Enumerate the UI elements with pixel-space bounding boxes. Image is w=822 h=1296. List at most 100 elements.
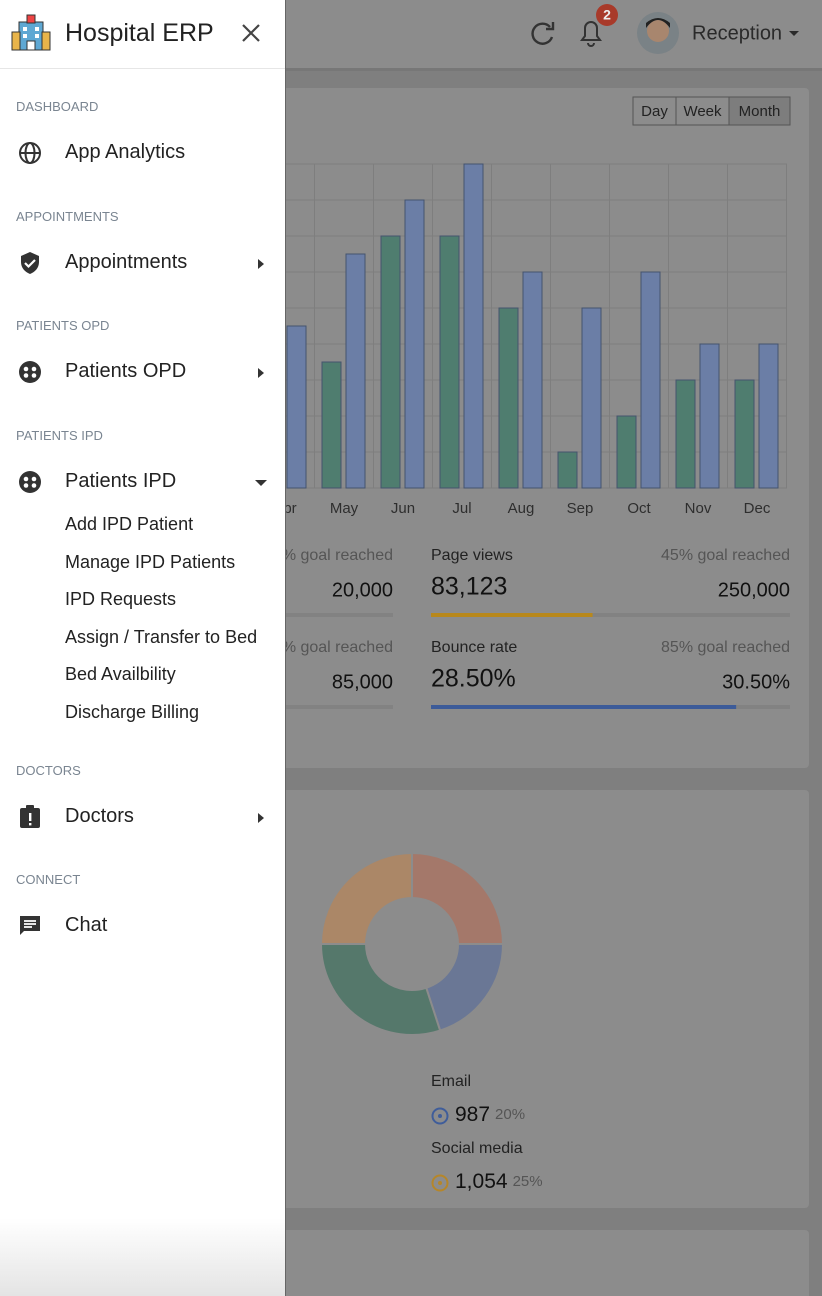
- menu-item[interactable]: Chat: [65, 914, 108, 936]
- submenu-item[interactable]: Manage IPD Patients: [65, 551, 236, 572]
- range-button[interactable]: [728, 96, 791, 126]
- icon: [19, 471, 41, 493]
- section-heading: CONNECT: [16, 872, 81, 887]
- caret: [258, 813, 264, 823]
- bar: [522, 271, 543, 489]
- user-caret: [789, 31, 799, 36]
- bar: [734, 379, 755, 489]
- close-button[interactable]: [241, 23, 261, 43]
- menu-item[interactable]: Patients OPD: [65, 360, 187, 382]
- bar: [404, 199, 425, 489]
- menu-caret: [255, 811, 267, 829]
- goal-text: 45% goal reached: [661, 547, 790, 564]
- menu-caret: [255, 257, 267, 275]
- stat-label: Bounce rate: [431, 639, 517, 656]
- x-tick-label: May: [330, 500, 359, 517]
- source-icon: [431, 1174, 449, 1192]
- goal-text: % goal reached: [282, 639, 393, 656]
- bar: [321, 361, 342, 489]
- bar: [380, 235, 401, 489]
- goal-text: % goal reached: [282, 547, 393, 564]
- source-name: Email: [431, 1073, 471, 1090]
- badge-count: 2: [603, 7, 611, 23]
- donut-segment: [319, 943, 442, 1036]
- source-value: 1,054 25%: [455, 1170, 543, 1193]
- caret: [255, 480, 267, 486]
- goal-value: 30.50%: [722, 671, 790, 693]
- menu-icon: [18, 360, 44, 391]
- caret: [258, 259, 264, 269]
- source-icon-dot: [438, 1181, 442, 1185]
- icon: [19, 142, 41, 164]
- x-tick-label: Aug: [508, 500, 535, 517]
- section-heading: PATIENTS OPD: [16, 318, 110, 333]
- progress-bar: [431, 705, 737, 709]
- bar: [699, 343, 720, 489]
- section-heading: APPOINTMENTS: [16, 209, 119, 224]
- menu-item[interactable]: Patients IPD: [65, 470, 177, 492]
- submenu-item[interactable]: Bed Availbility: [65, 664, 176, 684]
- icon: [21, 252, 39, 274]
- card: [262, 1230, 809, 1296]
- source-name: Social media: [431, 1140, 523, 1157]
- menu-item[interactable]: App Analytics: [65, 141, 186, 163]
- submenu-item[interactable]: Discharge Billing: [65, 701, 200, 722]
- goal-value: 20,000: [332, 579, 393, 601]
- source-value: 987 20%: [455, 1103, 525, 1126]
- bar: [557, 451, 578, 489]
- bar: [758, 343, 779, 489]
- source-share: 25%: [513, 1173, 543, 1190]
- bar: [463, 163, 484, 489]
- bar: [345, 253, 366, 489]
- donut-segment: [411, 851, 505, 945]
- section-heading: DASHBOARD: [16, 99, 99, 114]
- bar: [498, 307, 519, 489]
- x-tick-label: Dec: [744, 500, 771, 517]
- avatar-hair: [646, 18, 670, 28]
- bar: [439, 235, 460, 489]
- icon: [20, 805, 40, 828]
- menu-item[interactable]: Appointments: [65, 251, 188, 273]
- refresh-icon[interactable]: [531, 22, 554, 45]
- user-name[interactable]: Reception: [692, 22, 782, 44]
- progress-track: [262, 613, 393, 617]
- submenu-item[interactable]: Add IPD Patient: [65, 514, 194, 534]
- submenu-item[interactable]: Assign / Transfer to Bed: [65, 626, 258, 647]
- menu-icon: [18, 470, 44, 501]
- range-button-label: Day: [641, 103, 668, 120]
- menu-icon: [18, 914, 44, 945]
- x-tick-label: Oct: [627, 500, 651, 517]
- badge: [596, 4, 618, 26]
- icon: [19, 361, 41, 383]
- menu-icon: [18, 141, 44, 172]
- x-tick-label: Jun: [391, 500, 415, 517]
- section-heading: PATIENTS IPD: [16, 428, 103, 443]
- goal-value: 250,000: [718, 579, 790, 601]
- bar: [640, 271, 661, 489]
- section-heading: DOCTORS: [16, 763, 81, 778]
- menu-caret: [255, 366, 267, 384]
- stat-value: 28.50%: [431, 665, 516, 693]
- bell-icon[interactable]: [580, 21, 602, 47]
- range-button-label: Week: [683, 103, 722, 120]
- bar: [616, 415, 637, 489]
- progress-bar: [431, 613, 593, 617]
- donut-segment: [319, 851, 413, 945]
- source-icon: [431, 1107, 449, 1125]
- menu-icon: [18, 251, 44, 282]
- menu-item[interactable]: Doctors: [65, 805, 134, 827]
- goal-text: 85% goal reached: [661, 639, 790, 656]
- range-button-label: Month: [739, 103, 781, 120]
- progress-track: [431, 613, 790, 617]
- menu-caret: [255, 476, 269, 494]
- top-bar-shadow: [0, 68, 822, 71]
- menu-icon: [18, 805, 44, 836]
- bar: [581, 307, 602, 489]
- source-count: 987: [455, 1103, 490, 1126]
- goal-value: 85,000: [332, 671, 393, 693]
- stat-label: Page views: [431, 547, 513, 564]
- submenu-item[interactable]: IPD Requests: [65, 589, 177, 609]
- logo: [11, 14, 51, 51]
